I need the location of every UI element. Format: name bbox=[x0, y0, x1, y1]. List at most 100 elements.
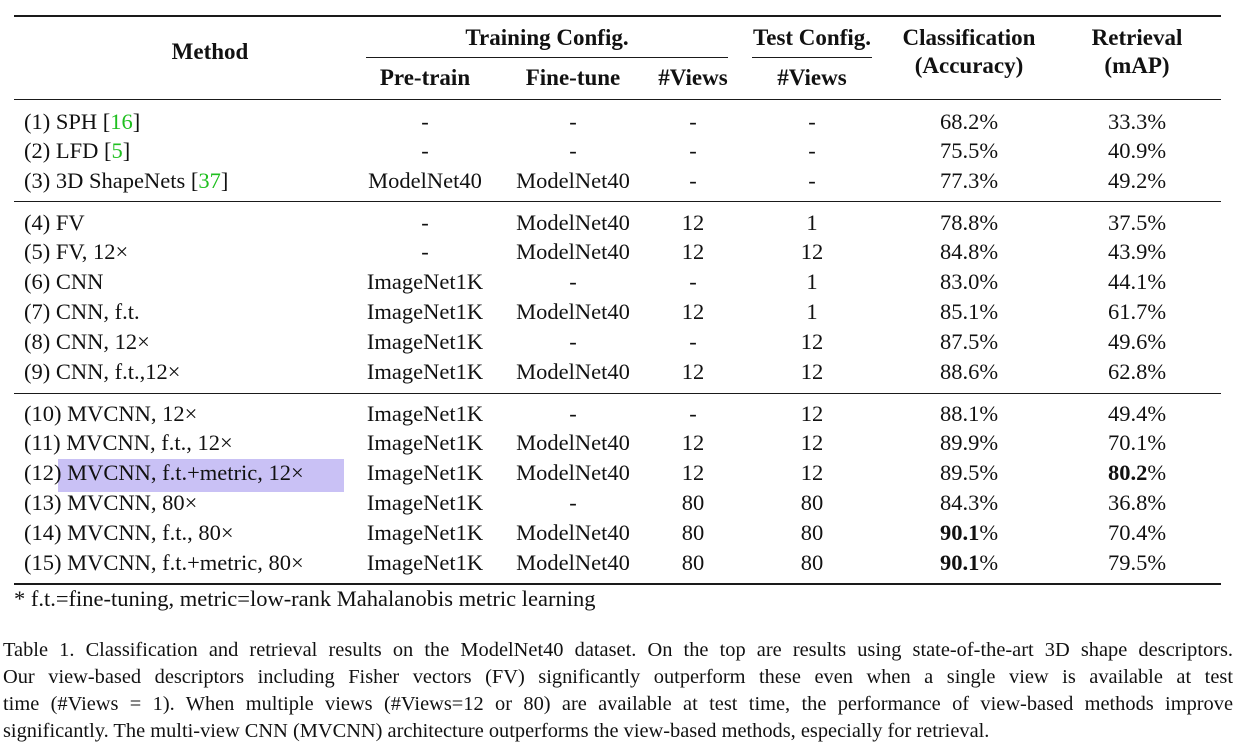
method-text: (15) MVCNN, f.t.+metric, 80× bbox=[24, 550, 304, 575]
pretrain-cell: - bbox=[421, 210, 429, 235]
accuracy-value: 77.3 bbox=[939, 168, 980, 193]
caption-line: time (#Views = 1). When multiple views (… bbox=[3, 693, 1233, 715]
header-method: Method bbox=[171, 39, 249, 64]
finetune-cell: ModelNet40 bbox=[516, 299, 630, 324]
accuracy-cell: 89.5% bbox=[896, 458, 1042, 488]
map-percent: % bbox=[1147, 239, 1167, 264]
test-views-cell: 12 bbox=[800, 359, 824, 384]
map-percent: % bbox=[1147, 490, 1167, 515]
map-value: 61.7 bbox=[1107, 299, 1148, 324]
test-views-cell: - bbox=[808, 168, 816, 193]
train-views-cell: 12 bbox=[681, 430, 705, 455]
map-cell: 43.9% bbox=[1062, 237, 1212, 267]
accuracy-value: 87.5 bbox=[939, 329, 980, 354]
test-views-cell: 80 bbox=[800, 520, 824, 545]
map-value: 44.1 bbox=[1107, 269, 1148, 294]
method-text: (13) MVCNN, 80× bbox=[24, 490, 198, 515]
header-pretrain: Pre-train bbox=[379, 65, 471, 90]
map-cell: 37.5% bbox=[1062, 208, 1212, 238]
map-cell: 61.7% bbox=[1062, 297, 1212, 327]
train-views-cell: - bbox=[689, 168, 697, 193]
train-views-cell: 12 bbox=[681, 460, 705, 485]
map-percent: % bbox=[1147, 460, 1167, 485]
test-views-cell: 12 bbox=[800, 430, 824, 455]
caption-line: Our view-based descriptors including Fis… bbox=[3, 666, 1233, 688]
table-footnote: * f.t.=fine-tuning, metric=low-rank Maha… bbox=[14, 586, 596, 611]
header-classification-line2: (Accuracy) bbox=[914, 53, 1024, 78]
method-text: (5) FV, 12× bbox=[24, 239, 129, 264]
method-cell: (8) CNN, 12× bbox=[24, 327, 150, 357]
finetune-cell: ModelNet40 bbox=[516, 359, 630, 384]
method-cell: (7) CNN, f.t. bbox=[24, 297, 140, 327]
method-text: (8) CNN, 12× bbox=[24, 329, 150, 354]
test-views-cell: 1 bbox=[806, 269, 818, 294]
finetune-cell: ModelNet40 bbox=[516, 210, 630, 235]
finetune-cell: - bbox=[569, 138, 577, 163]
accuracy-value: 90.1 bbox=[939, 550, 980, 575]
map-percent: % bbox=[1147, 329, 1167, 354]
test-views-cell: 80 bbox=[800, 490, 824, 515]
pretrain-cell: ImageNet1K bbox=[366, 550, 484, 575]
map-cell: 79.5% bbox=[1062, 548, 1212, 578]
finetune-cell: - bbox=[569, 269, 577, 294]
pretrain-cell: ImageNet1K bbox=[366, 490, 484, 515]
table-row: (1) SPH [16] - - - -68.2% 33.3% bbox=[0, 107, 1236, 137]
table-row: (12) MVCNN, f.t.+metric, 12× ImageNet1K Mo… bbox=[0, 458, 1236, 488]
header-training-config: Training Config. bbox=[465, 25, 629, 50]
method-text: (10) MVCNN, 12× bbox=[24, 401, 198, 426]
accuracy-value: 85.1 bbox=[939, 299, 980, 324]
header-bottom-rule bbox=[14, 99, 1221, 100]
method-cell: (13) MVCNN, 80× bbox=[24, 488, 197, 518]
method-text: (2) LFD [ bbox=[24, 138, 112, 163]
method-cell: (5) FV, 12× bbox=[24, 237, 128, 267]
method-cell: (12) MVCNN, f.t.+metric, 12× bbox=[24, 458, 304, 488]
accuracy-percent: % bbox=[979, 329, 999, 354]
map-percent: % bbox=[1147, 210, 1167, 235]
header-test-views: #Views bbox=[777, 65, 847, 90]
method-text: (11) MVCNN, f.t., 12× bbox=[24, 430, 233, 455]
method-text: (12) MVCNN, f.t.+metric, 12× bbox=[24, 460, 304, 485]
accuracy-cell: 90.1% bbox=[896, 518, 1042, 548]
accuracy-cell: 89.9% bbox=[896, 428, 1042, 458]
train-views-cell: 12 bbox=[681, 239, 705, 264]
pretrain-cell: ModelNet40 bbox=[368, 168, 482, 193]
accuracy-percent: % bbox=[979, 109, 999, 134]
map-percent: % bbox=[1147, 168, 1167, 193]
accuracy-cell: 85.1% bbox=[896, 297, 1042, 327]
train-views-cell: 12 bbox=[681, 299, 705, 324]
method-text: (14) MVCNN, f.t., 80× bbox=[24, 520, 234, 545]
finetune-cell: - bbox=[569, 401, 577, 426]
accuracy-percent: % bbox=[979, 430, 999, 455]
finetune-cell: - bbox=[569, 490, 577, 515]
table-row: (8) CNN, 12× ImageNet1K - -12 87.5% 49.6% bbox=[0, 327, 1236, 357]
map-cell: 70.1% bbox=[1062, 428, 1212, 458]
method-cell: (1) SPH [16] bbox=[24, 107, 140, 137]
finetune-cell: ModelNet40 bbox=[516, 239, 630, 264]
accuracy-value: 68.2 bbox=[939, 109, 980, 134]
finetune-cell: ModelNet40 bbox=[516, 550, 630, 575]
accuracy-value: 75.5 bbox=[939, 138, 980, 163]
method-text: (3) 3D ShapeNets [ bbox=[24, 168, 199, 193]
header-train-views: #Views bbox=[658, 65, 728, 90]
accuracy-value: 90.1 bbox=[939, 520, 980, 545]
table-caption: Table 1. Classification and retrieval re… bbox=[3, 637, 1233, 745]
method-cell: (2) LFD [5] bbox=[24, 136, 130, 166]
header-classification: Classification (Accuracy) bbox=[884, 24, 1054, 80]
pretrain-cell: - bbox=[421, 109, 429, 134]
method-cell: (6) CNN bbox=[24, 267, 103, 297]
train-views-cell: 80 bbox=[681, 490, 705, 515]
method-cell: (11) MVCNN, f.t., 12× bbox=[24, 428, 233, 458]
header-classification-line1: Classification bbox=[902, 25, 1036, 50]
method-text: (7) CNN, f.t. bbox=[24, 299, 140, 324]
header-finetune: Fine-tune bbox=[525, 65, 621, 90]
map-percent: % bbox=[1147, 109, 1167, 134]
map-value: 62.8 bbox=[1107, 359, 1148, 384]
map-value: 80.2 bbox=[1107, 460, 1148, 485]
test-views-cell: - bbox=[808, 109, 816, 134]
caption-line: significantly. The multi-view CNN (MVCNN… bbox=[3, 720, 990, 742]
map-value: 70.1 bbox=[1107, 430, 1148, 455]
map-percent: % bbox=[1147, 299, 1167, 324]
map-value: 79.5 bbox=[1107, 550, 1148, 575]
train-views-cell: 12 bbox=[681, 359, 705, 384]
finetune-cell: ModelNet40 bbox=[516, 168, 630, 193]
